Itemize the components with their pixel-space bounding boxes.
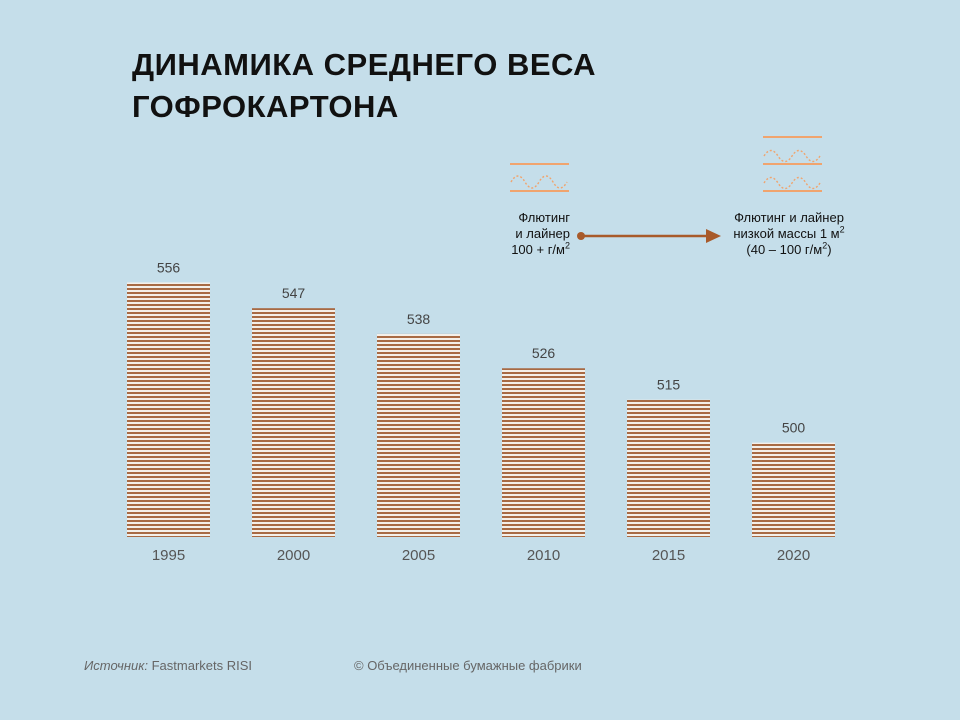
value-label-2020: 500 — [782, 420, 806, 436]
chart-title-line1: ДИНАМИКА СРЕДНЕГО ВЕСА — [132, 47, 597, 82]
bars-layer: 556 1995 547 2000 538 2005 526 2010 515 2015 500 20… — [127, 259, 835, 564]
value-label-2015: 515 — [657, 377, 681, 393]
bar-2020 — [752, 442, 835, 537]
single-flute-icon — [510, 163, 569, 192]
legend-right-line3: (40 – 100 г/м2) — [746, 240, 832, 257]
value-label-2005: 538 — [407, 311, 431, 327]
bar-2005 — [377, 333, 460, 537]
x-tick-label-2000: 2000 — [277, 547, 310, 564]
x-tick-label-2005: 2005 — [402, 547, 435, 564]
transition-arrow — [577, 229, 721, 243]
legend-left-label: Флютинг и лайнер 100 + г/м2 — [484, 210, 570, 258]
x-tick-label-2020: 2020 — [777, 547, 810, 564]
bar-1995 — [127, 282, 210, 537]
double-flute-icon — [763, 136, 822, 192]
bar-2015 — [627, 399, 710, 537]
x-tick-label-2015: 2015 — [652, 547, 685, 564]
source-label: Источник: — [84, 658, 148, 673]
value-label-2000: 547 — [282, 285, 306, 301]
x-tick-label-2010: 2010 — [527, 547, 560, 564]
chart-title-line2: ГОФРОКАРТОНА — [132, 89, 399, 124]
legend-left-line1: Флютинг — [518, 210, 570, 225]
legend-right-line1: Флютинг и лайнер — [734, 210, 844, 225]
bar-2000 — [252, 308, 335, 537]
bar-2010 — [502, 368, 585, 537]
legend-right-line2: низкой массы 1 м2 — [733, 224, 845, 241]
x-tick-label-1995: 1995 — [152, 547, 185, 564]
source-note: Источник: Fastmarkets RISI — [84, 658, 252, 673]
legend-right-label: Флютинг и лайнер низкой массы 1 м2 (40 –… — [716, 210, 862, 258]
value-label-1995: 556 — [157, 259, 181, 275]
legend-left-line2: и лайнер — [515, 226, 570, 241]
copyright-note: © Объединенные бумажные фабрики — [354, 658, 582, 673]
value-label-2010: 526 — [532, 345, 556, 361]
source-value: Fastmarkets RISI — [148, 658, 253, 673]
chart-title: ДИНАМИКА СРЕДНЕГО ВЕСА ГОФРОКАРТОНА — [132, 44, 692, 128]
legend-left-line3: 100 + г/м2 — [511, 240, 570, 257]
